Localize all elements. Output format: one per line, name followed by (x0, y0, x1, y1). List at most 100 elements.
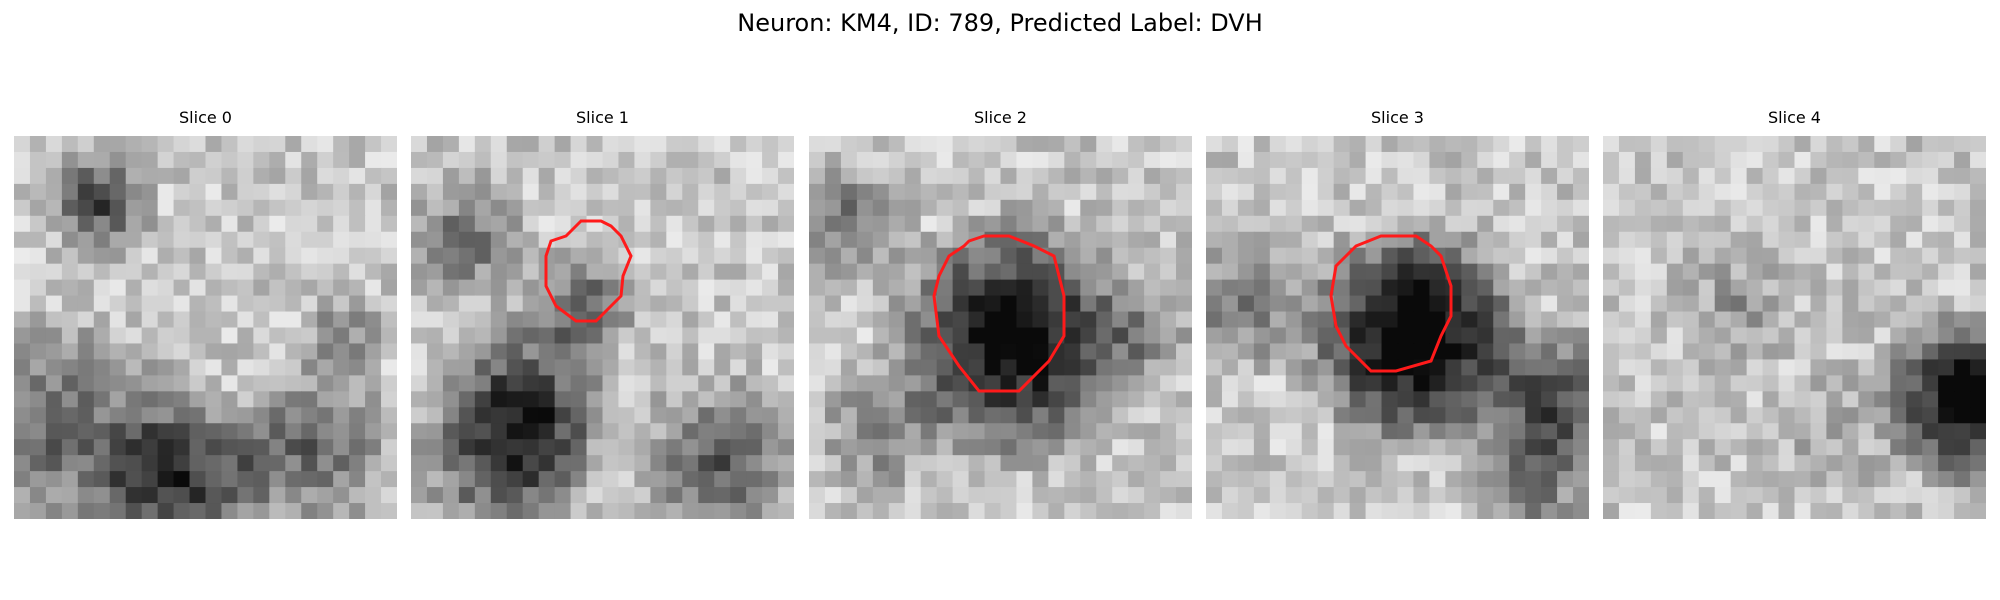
pixel (522, 151, 540, 169)
pixel (1650, 423, 1668, 440)
pixel (824, 263, 842, 281)
pixel (1890, 199, 1907, 217)
pixel (157, 327, 175, 345)
pixel (109, 311, 127, 329)
pixel (1301, 247, 1319, 265)
pixel (650, 407, 667, 424)
pixel (1080, 359, 1097, 376)
pixel (1477, 263, 1494, 281)
pixel (1826, 183, 1843, 201)
pixel (1922, 247, 1939, 265)
pixel (1349, 439, 1367, 456)
pixel (920, 263, 938, 281)
pixel (1922, 136, 1939, 153)
pixel (968, 423, 986, 440)
pixel (253, 327, 270, 345)
pixel (1016, 215, 1034, 233)
pixel (602, 391, 620, 408)
pixel (1922, 423, 1939, 440)
pixel (1826, 503, 1843, 519)
pixel (1525, 199, 1542, 217)
pixel (1221, 311, 1239, 329)
pixel (1333, 247, 1351, 265)
pixel (1762, 343, 1780, 361)
pixel (1048, 439, 1065, 456)
pixel (77, 167, 95, 185)
pixel (253, 231, 270, 249)
pixel (746, 407, 763, 424)
pixel (1666, 327, 1684, 345)
pixel (317, 311, 334, 329)
pixel (1634, 279, 1652, 297)
pixel (1858, 167, 1875, 185)
pixel (1064, 375, 1081, 392)
pixel (109, 439, 127, 456)
pixel (1477, 231, 1494, 249)
pixel (269, 295, 286, 313)
pixel (173, 407, 191, 424)
pixel (1826, 167, 1843, 185)
pixel (426, 199, 444, 217)
pixel (1285, 391, 1303, 408)
pixel (1096, 407, 1113, 424)
pixel (1778, 375, 1796, 392)
pixel (840, 327, 858, 345)
pixel (490, 423, 508, 440)
pixel (1682, 311, 1700, 329)
pixel (824, 311, 842, 329)
pixel (904, 263, 922, 281)
pixel (333, 295, 350, 313)
pixel (904, 455, 922, 472)
pixel (920, 215, 938, 233)
pixel (1762, 279, 1780, 297)
pixel (333, 407, 350, 424)
pixel (442, 439, 460, 456)
pixel (1016, 279, 1034, 297)
pixel (1842, 423, 1859, 440)
pixel (1906, 199, 1923, 217)
pixel (746, 471, 763, 488)
pixel (317, 231, 334, 249)
pixel (1906, 295, 1923, 313)
pixel (1603, 487, 1620, 504)
pixel (1858, 199, 1875, 217)
pixel (1509, 151, 1526, 169)
pixel (1842, 247, 1859, 265)
pixel (269, 231, 286, 249)
pixel (1096, 423, 1113, 440)
pixel (45, 183, 63, 201)
pixel (1016, 391, 1034, 408)
pixel (285, 215, 302, 233)
pixel (984, 215, 1002, 233)
pixel (1603, 503, 1620, 519)
pixel (1874, 423, 1891, 440)
pixel (77, 343, 95, 361)
pixel (141, 471, 159, 488)
pixel (1253, 407, 1271, 424)
pixel (1938, 215, 1955, 233)
pixel (221, 503, 239, 519)
pixel (1493, 231, 1510, 249)
pixel (14, 215, 31, 233)
pixel (381, 263, 397, 281)
pixel (762, 439, 779, 456)
pixel (1016, 487, 1034, 504)
pixel (904, 151, 922, 169)
pixel (173, 151, 191, 169)
pixel (904, 375, 922, 392)
pixel (1032, 231, 1049, 249)
pixel (1413, 423, 1431, 440)
pixel (1842, 359, 1859, 376)
pixel (77, 295, 95, 313)
pixel (809, 359, 826, 376)
pixel (1128, 439, 1145, 456)
pixel (1509, 183, 1526, 201)
pixel (936, 151, 954, 169)
pixel (730, 247, 747, 265)
pixel (125, 455, 143, 472)
pixel (333, 439, 350, 456)
pixel (1762, 423, 1780, 440)
pixel (458, 359, 476, 376)
pixel (522, 343, 540, 361)
pixel (1397, 279, 1415, 297)
